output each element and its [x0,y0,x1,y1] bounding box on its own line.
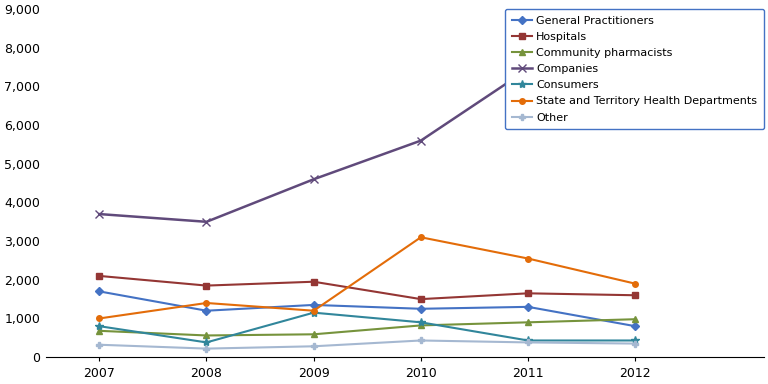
Line: Companies: Companies [95,36,640,226]
Line: General Practitioners: General Practitioners [97,289,638,329]
General Practitioners [416,306,425,311]
Hospitals [94,274,104,278]
State and Territory Health Departments [309,308,318,313]
Community pharmacists [94,329,104,333]
Other [631,341,640,346]
Other [94,343,104,347]
Community pharmacists [524,320,533,324]
Community pharmacists [202,333,211,338]
Consumers [524,338,533,343]
Companies [524,67,533,71]
Other [202,346,211,351]
Community pharmacists [309,332,318,337]
Other [524,340,533,345]
Companies [631,38,640,42]
Line: Hospitals: Hospitals [97,273,638,302]
Other [416,338,425,343]
Consumers [416,320,425,324]
Consumers [94,324,104,328]
State and Territory Health Departments [94,316,104,321]
Hospitals [416,297,425,301]
Consumers [202,340,211,345]
Companies [416,138,425,143]
Legend: General Practitioners, Hospitals, Community pharmacists, Companies, Consumers, S: General Practitioners, Hospitals, Commun… [505,9,764,129]
Line: Consumers: Consumers [95,308,640,347]
Consumers [309,310,318,315]
State and Territory Health Departments [202,301,211,305]
Companies [202,220,211,224]
Consumers [631,338,640,343]
Hospitals [631,293,640,298]
General Practitioners [202,308,211,313]
Hospitals [309,280,318,284]
Line: Other: Other [97,338,638,351]
Other [309,344,318,349]
General Practitioners [309,303,318,307]
Line: Community pharmacists: Community pharmacists [97,316,638,338]
General Practitioners [94,289,104,294]
Hospitals [524,291,533,296]
Community pharmacists [631,317,640,321]
General Practitioners [631,324,640,328]
Hospitals [202,283,211,288]
General Practitioners [524,305,533,309]
Community pharmacists [416,323,425,328]
State and Territory Health Departments [631,281,640,286]
Companies [94,212,104,216]
Companies [309,177,318,182]
Line: State and Territory Health Departments: State and Territory Health Departments [97,235,638,321]
State and Territory Health Departments [416,235,425,240]
State and Territory Health Departments [524,256,533,261]
